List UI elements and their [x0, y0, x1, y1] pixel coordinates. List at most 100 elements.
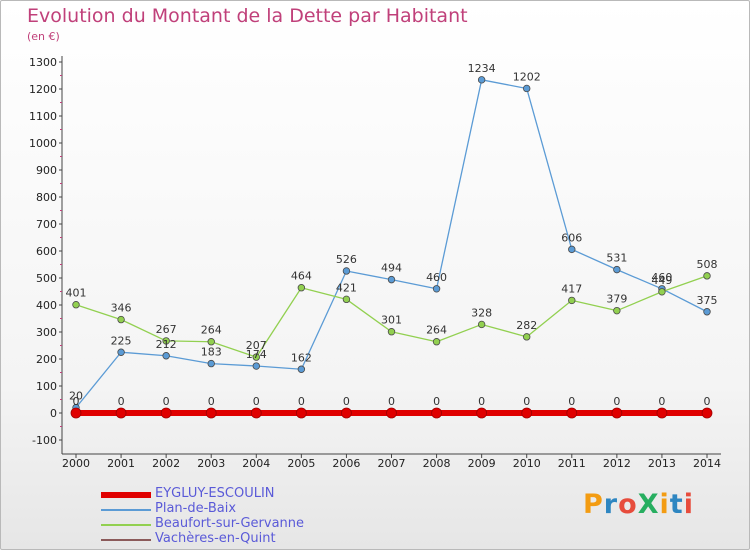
data-point-0 — [521, 407, 533, 419]
y-tick-label: 900 — [36, 164, 57, 177]
data-label-1: 375 — [697, 294, 718, 307]
data-point-0 — [70, 407, 82, 419]
data-point-0 — [295, 407, 307, 419]
legend-swatch — [101, 539, 151, 541]
data-label-0: 0 — [343, 395, 350, 408]
data-label-2: 379 — [606, 293, 627, 306]
data-point-0 — [476, 407, 488, 419]
data-label-1: 183 — [201, 346, 222, 359]
data-label-2: 346 — [111, 302, 132, 315]
data-label-2: 301 — [381, 314, 402, 327]
data-label-1: 174 — [246, 348, 267, 361]
data-label-2: 508 — [697, 258, 718, 271]
labels-layer: 20 225 212 183 174 162 526 494 460 1234 1202 606 531… — [66, 62, 718, 408]
x-tick-label: 2013 — [648, 457, 676, 470]
data-point-2 — [523, 333, 531, 341]
data-label-1: 460 — [426, 271, 447, 284]
y-tick-label: 100 — [36, 380, 57, 393]
data-label-0: 0 — [388, 395, 395, 408]
data-label-2: 464 — [291, 270, 312, 283]
axes: -100010020030040050060070080090010001100… — [29, 56, 721, 470]
legend-swatch — [101, 509, 151, 511]
data-label-1: 20 — [69, 390, 83, 403]
logo-letter: o — [618, 489, 638, 520]
logo-letter: i — [683, 489, 694, 520]
data-label-1: 162 — [291, 351, 312, 364]
legend-label: Vachères-en-Quint — [155, 531, 276, 546]
x-tick-label: 2008 — [423, 457, 451, 470]
y-tick-label: 1100 — [29, 110, 57, 123]
data-label-1: 531 — [606, 252, 627, 265]
x-tick-label: 2000 — [62, 457, 90, 470]
data-point-0 — [341, 407, 352, 419]
series-line-1 — [75, 79, 708, 409]
legend-label: EYGLUY-ESCOULIN — [155, 486, 275, 501]
data-point-1 — [477, 76, 486, 84]
y-tick-label: 600 — [36, 245, 57, 258]
data-label-0: 0 — [208, 395, 215, 408]
data-label-2: 417 — [561, 282, 582, 295]
x-tick-label: 2005 — [287, 457, 315, 470]
data-label-2: 328 — [471, 306, 492, 319]
data-label-0: 0 — [73, 395, 80, 408]
logo-letter: i — [659, 489, 670, 520]
y-tick-label: 500 — [36, 272, 57, 285]
data-point-2 — [477, 320, 486, 329]
legend-label: Beaufort-sur-Gervanne — [155, 516, 305, 531]
data-point-1 — [297, 365, 306, 373]
data-label-1: 1202 — [513, 70, 541, 83]
data-label-1: 212 — [156, 338, 177, 351]
data-point-2 — [162, 337, 170, 345]
data-label-0: 0 — [568, 395, 575, 408]
data-label-2: 267 — [156, 323, 177, 336]
legend-swatch — [101, 524, 151, 526]
y-tick-label: 800 — [36, 191, 57, 204]
data-point-0 — [205, 407, 217, 419]
logo-letter: P — [583, 489, 604, 520]
data-point-0 — [611, 407, 623, 419]
data-point-0 — [160, 407, 172, 419]
data-label-0: 0 — [433, 395, 440, 408]
data-label-2: 207 — [246, 339, 267, 352]
data-point-2 — [207, 338, 215, 346]
data-point-1 — [432, 285, 441, 293]
data-label-0: 0 — [118, 395, 125, 408]
x-tick-label: 2004 — [242, 457, 270, 470]
data-label-2: 282 — [516, 319, 537, 332]
y-tick-label: 200 — [36, 353, 57, 366]
data-point-1 — [703, 308, 711, 316]
legend-swatch — [101, 492, 151, 498]
data-label-1: 606 — [561, 231, 582, 244]
data-point-0 — [656, 407, 668, 419]
data-point-1 — [207, 359, 215, 368]
data-point-2 — [252, 353, 260, 361]
x-tick-label: 2011 — [558, 457, 586, 470]
x-tick-label: 2014 — [693, 457, 721, 470]
x-tick-label: 2001 — [107, 457, 135, 470]
data-point-2 — [613, 306, 621, 315]
x-tick-label: 2002 — [152, 457, 180, 470]
data-label-2: 421 — [336, 281, 357, 294]
data-label-2: 264 — [426, 324, 447, 337]
data-label-0: 0 — [613, 395, 620, 408]
y-tick-label: 1300 — [29, 56, 57, 69]
legend-label: Plan-de-Baix — [155, 501, 237, 516]
data-point-2 — [117, 315, 125, 324]
data-label-0: 0 — [298, 395, 305, 408]
data-point-1 — [117, 348, 125, 356]
data-label-1: 460 — [651, 271, 672, 284]
y-tick-label: 1200 — [29, 83, 57, 96]
logo-letter: t — [669, 489, 684, 520]
data-point-1 — [568, 245, 576, 254]
y-tick-label: 1000 — [29, 137, 57, 150]
data-label-0: 0 — [523, 395, 530, 408]
data-point-1 — [252, 362, 260, 370]
data-label-0: 0 — [704, 395, 711, 408]
data-point-2 — [432, 338, 441, 346]
data-point-2 — [703, 272, 711, 280]
data-point-2 — [658, 288, 666, 296]
y-tick-label: 0 — [50, 407, 57, 420]
data-point-2 — [387, 328, 396, 336]
data-label-1: 494 — [381, 262, 402, 275]
